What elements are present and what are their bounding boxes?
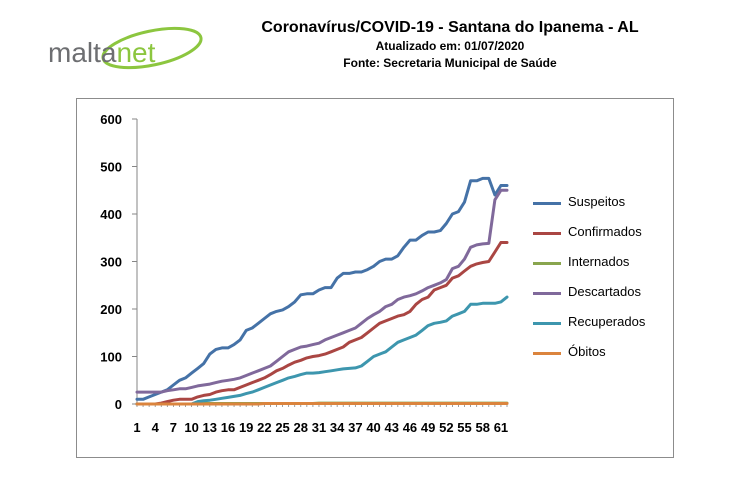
x-tick-label: 4 [152, 420, 160, 435]
legend-item-obitos: Óbitos [533, 344, 683, 374]
series-line-confirmados [135, 241, 509, 406]
legend-swatch [533, 292, 561, 295]
x-tick-label: 25 [275, 420, 289, 435]
legend-item-internados: Internados [533, 254, 683, 284]
svg-text:maltanet: maltanet [48, 37, 156, 68]
x-tick-label: 31 [312, 420, 326, 435]
x-tick-label: 43 [385, 420, 399, 435]
y-tick-label: 0 [115, 397, 122, 412]
chart-header: Coronavírus/COVID-19 - Santana do Ipanem… [200, 18, 700, 72]
y-tick-label: 300 [100, 255, 122, 270]
updated-date: Atualizado em: 01/07/2020 [375, 39, 525, 53]
y-tick-label: 200 [100, 302, 122, 317]
series-line-recuperados [135, 295, 509, 406]
x-tick-label: 55 [457, 420, 471, 435]
logo-text-net: net [116, 37, 155, 68]
x-tick-label: 49 [421, 420, 435, 435]
y-tick-label: 600 [100, 112, 122, 127]
x-tick-label: 1 [133, 420, 140, 435]
x-tick-label: 16 [221, 420, 235, 435]
legend-swatch [533, 322, 561, 325]
chart-area: 0 100 200 300 400 500 600 1 4 7 10 13 16 19 22 25 28 31 34… [76, 98, 674, 458]
series-line-obitos [135, 402, 509, 406]
legend-swatch [533, 202, 561, 205]
legend-swatch [533, 262, 561, 265]
legend-swatch [533, 232, 561, 235]
x-tick-label: 7 [170, 420, 177, 435]
x-tick-label: 19 [239, 420, 253, 435]
x-tick-label: 13 [203, 420, 217, 435]
y-tick-label: 500 [100, 160, 122, 175]
series-line-descartados [135, 188, 509, 394]
legend-item-recuperados: Recuperados [533, 314, 683, 344]
x-tick-label: 28 [294, 420, 308, 435]
chart-legend: Suspeitos Confirmados Internados Descartado… [533, 194, 683, 374]
x-tick-label: 52 [439, 420, 453, 435]
legend-label: Confirmados [568, 224, 642, 239]
legend-label: Óbitos [568, 344, 606, 359]
legend-label: Internados [568, 254, 630, 269]
legend-item-suspeitos: Suspeitos [533, 194, 683, 224]
maltanet-logo-graphic: maltanet [48, 26, 203, 70]
x-tick-label: 34 [330, 420, 345, 435]
x-tick-label: 40 [366, 420, 380, 435]
legend-item-confirmados: Confirmados [533, 224, 683, 254]
x-tick-label: 58 [476, 420, 490, 435]
legend-label: Suspeitos [568, 194, 626, 209]
x-tick-label: 61 [494, 420, 508, 435]
legend-item-descartados: Descartados [533, 284, 683, 314]
series-line-suspeitos [135, 176, 509, 401]
logo-text-malta: malta [48, 37, 117, 68]
x-tick-label: 22 [257, 420, 271, 435]
data-source: Fonte: Secretaria Municipal de Saúde [343, 56, 557, 70]
maltanet-logo: maltanet [48, 26, 208, 76]
legend-label: Descartados [568, 284, 641, 299]
legend-label: Recuperados [568, 314, 646, 329]
y-tick-label: 400 [100, 207, 122, 222]
line-chart: 0 100 200 300 400 500 600 1 4 7 10 13 16 19 22 25 28 31 34… [100, 112, 509, 435]
page-title: Coronavírus/COVID-19 - Santana do Ipanem… [261, 19, 639, 36]
x-tick-label: 10 [184, 420, 198, 435]
y-tick-label: 100 [100, 350, 122, 365]
legend-swatch [533, 352, 561, 355]
x-tick-label: 37 [348, 420, 362, 435]
x-tick-label: 46 [403, 420, 417, 435]
